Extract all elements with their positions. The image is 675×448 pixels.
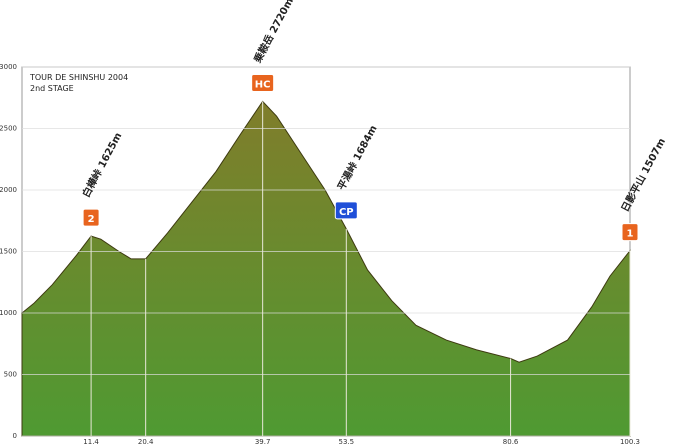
y-tick-label: 1000 (0, 309, 17, 317)
y-tick-label: 2000 (0, 186, 17, 194)
climb-label: 乗鞍岳 2720m (250, 0, 296, 66)
x-tick-label: 20.4 (138, 438, 154, 446)
x-tick-label: 53.5 (339, 438, 355, 446)
x-tick-label: 11.4 (83, 438, 99, 446)
x-tick-label: 80.6 (503, 438, 519, 446)
y-tick-label: 2500 (0, 125, 17, 133)
climb-badge (334, 201, 358, 220)
climb-badge-label: CP (339, 207, 354, 218)
y-tick-label: 1500 (0, 248, 17, 256)
y-tick-label: 500 (4, 371, 17, 379)
x-tick-label: 100.3 (620, 438, 640, 446)
y-tick-label: 3000 (0, 63, 17, 71)
chart-title: TOUR DE SHINSHU 2004 (29, 73, 128, 82)
climb-badge-label: 1 (627, 229, 634, 240)
climb-badge (621, 223, 639, 242)
climb-badge-label: HC (255, 79, 271, 90)
climb-badge-label: 2 (88, 214, 95, 225)
x-tick-label: 39.7 (255, 438, 271, 446)
y-tick-label: 0 (13, 432, 17, 440)
climb-badge (82, 208, 100, 227)
climb-badge (251, 73, 275, 92)
chart-subtitle: 2nd STAGE (30, 84, 74, 93)
